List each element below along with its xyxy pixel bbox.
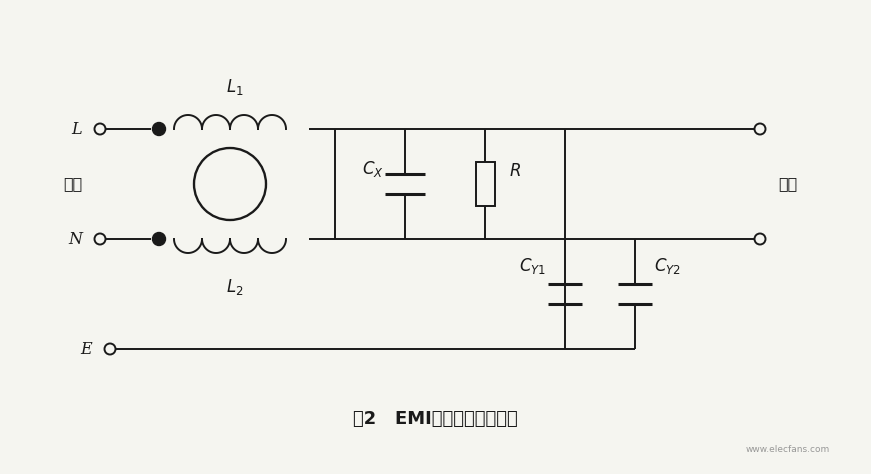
Bar <box>476 162 495 206</box>
Text: $L_1$: $L_1$ <box>226 77 244 97</box>
Text: 负载: 负载 <box>778 176 797 191</box>
Text: $C_{Y2}$: $C_{Y2}$ <box>653 256 680 276</box>
Text: L: L <box>71 120 82 137</box>
Circle shape <box>754 124 766 135</box>
Circle shape <box>94 124 105 135</box>
Circle shape <box>152 233 165 246</box>
Text: $C_{Y1}$: $C_{Y1}$ <box>519 256 546 276</box>
Circle shape <box>105 344 116 355</box>
Text: $R$: $R$ <box>509 164 521 181</box>
Circle shape <box>152 122 165 136</box>
Circle shape <box>754 234 766 245</box>
Text: $L_2$: $L_2$ <box>226 277 244 297</box>
Circle shape <box>94 234 105 245</box>
Text: www.elecfans.com: www.elecfans.com <box>746 445 830 454</box>
Circle shape <box>194 148 266 220</box>
Text: E: E <box>80 340 92 357</box>
Text: 电源: 电源 <box>63 176 82 191</box>
Text: N: N <box>68 230 82 247</box>
Text: 图2   EMI电源滤波网络结构: 图2 EMI电源滤波网络结构 <box>353 410 517 428</box>
Text: $C_X$: $C_X$ <box>362 159 384 179</box>
